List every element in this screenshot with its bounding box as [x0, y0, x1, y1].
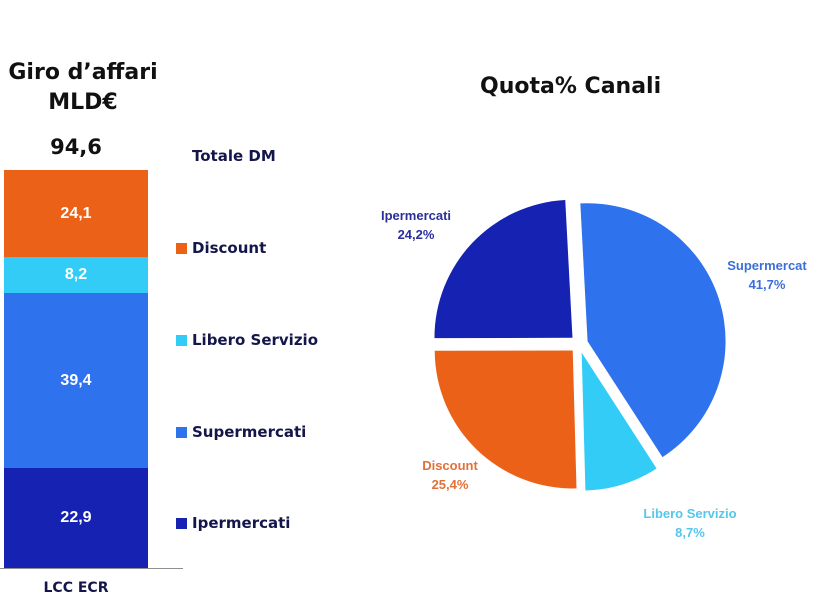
segment-value: 8,2	[64, 266, 88, 283]
legend-item-discount: Discount	[176, 239, 266, 257]
legend-label: Discount	[192, 239, 267, 257]
bar-segment-discount: 24,1	[4, 170, 148, 257]
bar-segment-supermercati: 39,4	[4, 293, 148, 468]
pie-slice-ipermercati	[434, 200, 573, 339]
legend-swatch-icon	[176, 426, 187, 438]
pie-label-name: Libero Servizio	[643, 506, 737, 521]
legend-item-libero-servizio: Libero Servizio	[176, 331, 318, 349]
pie-label-name: Ipermercati	[380, 208, 452, 223]
pie-label-pct: 8,7%	[675, 525, 705, 540]
x-axis-line	[0, 568, 183, 569]
pie-label-pct: 24,2%	[397, 227, 435, 242]
legend-label: Supermercati	[192, 423, 307, 441]
pie-label-libero-servizio: Libero Servizio 8,7%	[630, 504, 750, 542]
legend-swatch-icon	[176, 517, 187, 529]
pie-label-name: Discount	[422, 458, 478, 473]
pie-label-ipermercati: Ipermercati 24,2%	[366, 206, 466, 244]
bar-total-label: 94,6	[50, 135, 102, 159]
legend-item-supermercati: Supermercati	[176, 423, 306, 441]
bar-chart-title: Giro d’affari MLD€	[0, 58, 166, 118]
pie-slice-discount	[434, 350, 577, 489]
segment-value: 39,4	[60, 371, 92, 389]
legend-swatch-icon	[176, 242, 187, 254]
bar-segment-libero-servizio: 8,2	[4, 257, 148, 293]
pie-label-pct: 25,4%	[431, 477, 469, 492]
pie-label-discount: Discount 25,4%	[405, 456, 495, 494]
legend-item-ipermercati: Ipermercati	[176, 514, 290, 532]
legend-title: Totale DM	[192, 147, 276, 165]
legend-label: Libero Servizio	[192, 331, 319, 349]
legend-label: Ipermercati	[192, 514, 291, 532]
segment-value: 22,9	[60, 509, 92, 526]
bar-chart-title-line1: Giro d’affari	[8, 60, 158, 85]
pie-label-pct: 41,7%	[748, 277, 786, 292]
pie-slice-libero-servizio	[581, 352, 657, 491]
pie-label-name: Supermercat	[727, 258, 807, 273]
segment-value: 24,1	[60, 204, 92, 222]
pie-slice-supermercati	[580, 203, 726, 458]
bar-segment-ipermercati: 22,9	[4, 468, 148, 568]
bar-chart-title-line2: MLD€	[48, 90, 118, 115]
pie-chart-title: Quota% Canali	[480, 74, 662, 99]
legend-swatch-icon	[176, 334, 187, 346]
x-axis-category-label: LCC ECR	[43, 580, 109, 596]
pie-label-supermercati: Supermercat 41,7%	[717, 256, 817, 294]
